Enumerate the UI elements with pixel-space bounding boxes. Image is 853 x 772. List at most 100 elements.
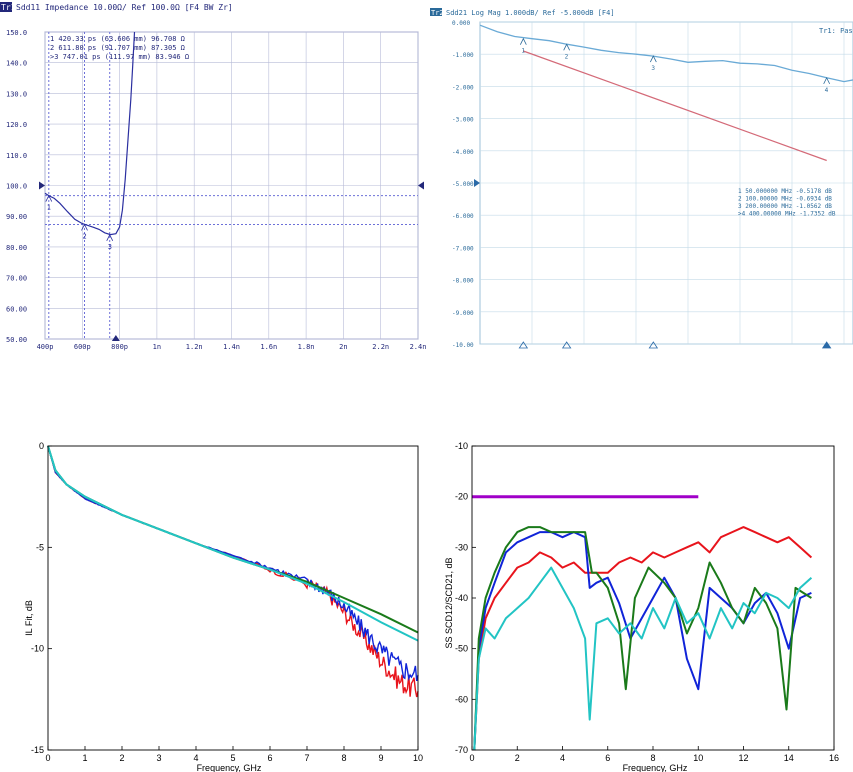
y-tick-label: -15 — [31, 745, 44, 755]
insertion-loss-chart: 0 1 2 3 4 5 6 7 8 9 10 0 -5 -10 -15 Frequency, GHz IL … — [0, 428, 428, 772]
reference-lines — [45, 32, 418, 339]
y-tick-label: 70.00 — [6, 275, 27, 283]
y-tick-label: -10 — [31, 644, 44, 654]
x-tick-label: 16 — [829, 753, 839, 763]
marker-readout: 1 50.000000 MHz -0.5178 dB 2 100.00000 M… — [738, 188, 836, 218]
scd-mode-conversion-panel: 0 2 4 6 8 10 12 14 16 -10 -20 -30 -40 -50 -60 -70 Frequ… — [430, 428, 853, 772]
plot-grid — [44, 31, 419, 340]
x-tick-label: 4 — [193, 753, 198, 763]
il-series-line — [47, 446, 419, 682]
scd-mode-conversion-chart: 0 2 4 6 8 10 12 14 16 -10 -20 -30 -40 -50 -60 -70 Frequ… — [430, 428, 853, 772]
readout-line: 1 50.000000 MHz -0.5178 dB — [738, 188, 832, 195]
x-tick-label: 2 — [515, 753, 520, 763]
ref-arrow-left — [39, 181, 45, 190]
marker-set: 1 2 3 — [45, 194, 114, 251]
scd-series-line — [473, 526, 813, 751]
x-tick-label: 3 — [156, 753, 161, 763]
impedance-trace — [44, 31, 136, 236]
tdr-header: Sdd11 Impedance 10.00Ω/ Ref 100.0Ω [F4 B… — [16, 3, 233, 12]
marker-label: 2 — [565, 53, 569, 60]
x-tick-label: 1.2n — [186, 343, 203, 351]
marker-set: 1 2 3 4 — [518, 37, 832, 349]
marker-glyph — [106, 233, 114, 241]
marker-label: 4 — [825, 87, 829, 94]
y-tick-label: 130.0 — [6, 90, 27, 98]
marker-triangle — [518, 341, 529, 349]
y-tick-label: -2.000 — [452, 84, 474, 91]
marker-glyph — [45, 194, 53, 202]
tdr-impedance-chart: Tr1 Sdd11 Impedance 10.00Ω/ Ref 100.0Ω [… — [0, 0, 428, 360]
x-tick-label: 6 — [605, 753, 610, 763]
y-tick-label: 110.0 — [6, 152, 27, 160]
y-tick-label: 80.00 — [6, 244, 27, 252]
impedance-line — [44, 31, 136, 236]
x-tick-label: 1 — [82, 753, 87, 763]
vna-sdd21-panel: Tr2 Sdd21 Log Mag 1.000dB/ Ref -5.000dB … — [430, 0, 853, 360]
limit-line — [523, 50, 827, 162]
x-tick-label: 800p — [111, 343, 128, 351]
y-axis-label: SS SCD12/SCD21, dB — [444, 557, 454, 648]
y-tick-label: 0.000 — [452, 20, 470, 27]
x-tick-label: 600p — [74, 343, 91, 351]
x-tick-label: 5 — [230, 753, 235, 763]
marker-triangle — [648, 341, 659, 349]
readout-line: 2 611.80 ps (91.707 mm) 87.305 Ω — [50, 44, 185, 52]
marker-label: 3 — [108, 243, 112, 251]
trace-tag-badge[interactable] — [430, 8, 442, 16]
y-tick-label: 90.00 — [6, 213, 27, 221]
y-tick-label: -40 — [455, 593, 468, 603]
marker-glyph — [563, 43, 571, 51]
y-tick-label: -3.000 — [452, 117, 474, 124]
marker-label: 1 — [521, 48, 525, 55]
y-tick-label: 140.0 — [6, 60, 27, 68]
y-tick-label: -8.000 — [452, 278, 474, 285]
y-tick-label: -10 — [455, 441, 468, 451]
y-tick-label: -20 — [455, 492, 468, 502]
x-tick-label: 1n — [153, 343, 161, 351]
trace-tag: Tr1 — [1, 3, 16, 12]
axes-box — [471, 445, 835, 751]
x-tick-label: 1.6n — [260, 343, 277, 351]
y-tick-label: 50.00 — [6, 336, 27, 344]
marker-glyph — [823, 76, 831, 85]
y-tick-label: 150.0 — [6, 29, 27, 37]
y-tick-label: -50 — [455, 644, 468, 654]
x-tick-label: 1.8n — [298, 343, 315, 351]
y-tick-label: -4.000 — [452, 149, 474, 156]
ref-arrow-right — [418, 181, 424, 190]
y-tick-label: 60.00 — [6, 305, 27, 313]
limit-line-segment — [523, 50, 827, 162]
il-series — [47, 445, 419, 698]
x-tick-label: 2 — [119, 753, 124, 763]
readout-line: 2 100.00000 MHz -0.6934 dB — [738, 196, 832, 203]
y-tick-label: -30 — [455, 542, 468, 552]
y-tick-label: 100.0 — [6, 183, 27, 191]
insertion-loss-panel: 0 1 2 3 4 5 6 7 8 9 10 0 -5 -10 -15 Frequency, GHz IL … — [0, 428, 428, 772]
trace-tag-badge[interactable] — [0, 2, 12, 12]
marker-triangle — [821, 341, 832, 349]
x-axis-label: Frequency, GHz — [197, 763, 262, 772]
readout-line: >4 400.00000 MHz -1.7352 dB — [738, 211, 836, 218]
y-tick-label: -7.000 — [452, 245, 474, 252]
vna-header: Sdd21 Log Mag 1.000dB/ Ref -5.000dB [F4] — [446, 9, 615, 17]
y-tick-label: -60 — [455, 694, 468, 704]
x-tick-label: 10 — [413, 753, 423, 763]
marker-readout: 1 420.33 ps (63.606 mm) 96.708 Ω 2 611.8… — [50, 35, 189, 61]
x-tick-label: 9 — [378, 753, 383, 763]
x-tick-label: 12 — [738, 753, 748, 763]
plot-frame — [471, 445, 835, 751]
y-tick-label: 120.0 — [6, 121, 27, 129]
x-tick-label: 2.2n — [372, 343, 389, 351]
trace-tag: Tr2 — [431, 9, 444, 17]
scd-series-line — [473, 526, 812, 751]
readout-line: 1 420.33 ps (63.606 mm) 96.708 Ω — [50, 35, 185, 43]
marker-glyph — [81, 223, 88, 231]
x-tick-label: 1.4n — [223, 343, 240, 351]
scd-series-line — [473, 566, 813, 751]
x-tick-label: 7 — [304, 753, 309, 763]
x-tick-label: 6 — [267, 753, 272, 763]
ref-arrow — [474, 179, 480, 187]
x-tick-label: 14 — [784, 753, 794, 763]
marker-label: 1 — [47, 204, 51, 212]
marker-triangle — [561, 341, 572, 349]
